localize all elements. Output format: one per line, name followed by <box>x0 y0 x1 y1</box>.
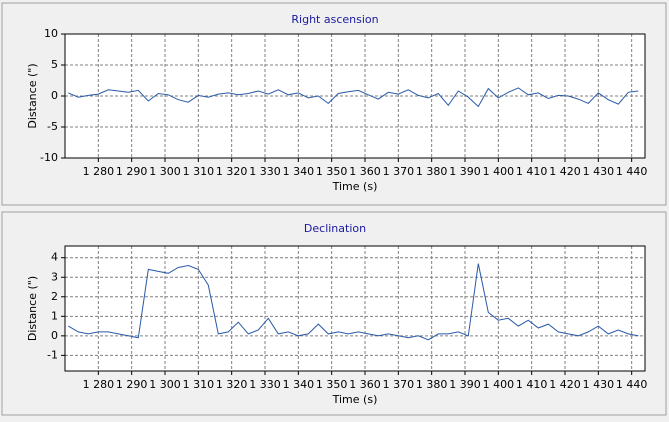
x-axis-label: Time (s) <box>332 180 378 193</box>
x-tick-label: 1 430 <box>583 165 615 178</box>
x-tick-label: 1 300 <box>149 165 181 178</box>
y-tick-label: -5 <box>47 120 58 133</box>
x-tick-label: 1 370 <box>383 378 415 391</box>
plot-area <box>65 246 645 371</box>
x-tick-label: 1 330 <box>249 165 281 178</box>
x-tick-label: 1 390 <box>449 165 481 178</box>
x-axis-label: Time (s) <box>332 393 378 406</box>
x-tick-label: 1 290 <box>116 378 148 391</box>
x-tick-label: 1 340 <box>283 165 315 178</box>
y-tick-label: -10 <box>40 151 58 164</box>
x-tick-label: 1 350 <box>316 165 348 178</box>
x-tick-label: 1 310 <box>183 378 215 391</box>
x-tick-label: 1 420 <box>549 378 581 391</box>
x-tick-label: 1 380 <box>416 165 448 178</box>
x-tick-label: 1 430 <box>583 378 615 391</box>
y-tick-label: 1 <box>51 309 58 322</box>
plot-border <box>64 33 646 159</box>
y-axis-label: Distance (") <box>26 63 39 128</box>
y-tick-label: 3 <box>51 270 58 283</box>
y-axis-label: Distance (") <box>26 276 39 341</box>
x-tick-label: 1 280 <box>83 165 115 178</box>
y-tick-label: 0 <box>51 89 58 102</box>
y-tick-label: 10 <box>44 27 58 40</box>
y-tick-label: 0 <box>51 329 58 342</box>
x-tick-label: 1 320 <box>216 378 248 391</box>
x-tick-label: 1 440 <box>616 378 648 391</box>
x-tick-label: 1 410 <box>516 165 548 178</box>
x-tick-label: 1 400 <box>483 378 515 391</box>
x-tick-label: 1 420 <box>549 165 581 178</box>
x-tick-label: 1 320 <box>216 165 248 178</box>
x-tick-label: 1 400 <box>483 165 515 178</box>
chart-title: Right ascension <box>291 13 378 26</box>
x-tick-label: 1 310 <box>183 165 215 178</box>
x-tick-label: 1 370 <box>383 165 415 178</box>
data-line <box>68 263 639 341</box>
y-tick-label: 4 <box>51 251 58 264</box>
x-tick-label: 1 390 <box>449 378 481 391</box>
y-tick-label: 2 <box>51 290 58 303</box>
x-tick-label: 1 360 <box>349 378 381 391</box>
x-tick-label: 1 330 <box>249 378 281 391</box>
data-line <box>68 87 639 108</box>
x-tick-label: 1 280 <box>83 378 115 391</box>
plot-border <box>64 245 646 372</box>
x-tick-label: 1 290 <box>116 165 148 178</box>
x-tick-label: 1 300 <box>149 378 181 391</box>
x-tick-label: 1 440 <box>616 165 648 178</box>
x-tick-label: 1 340 <box>283 378 315 391</box>
chart-title: Declination <box>304 222 366 235</box>
x-tick-label: 1 360 <box>349 165 381 178</box>
x-tick-label: 1 410 <box>516 378 548 391</box>
x-tick-label: 1 380 <box>416 378 448 391</box>
y-tick-label: -1 <box>47 348 58 361</box>
y-tick-label: 5 <box>51 58 58 71</box>
x-tick-label: 1 350 <box>316 378 348 391</box>
